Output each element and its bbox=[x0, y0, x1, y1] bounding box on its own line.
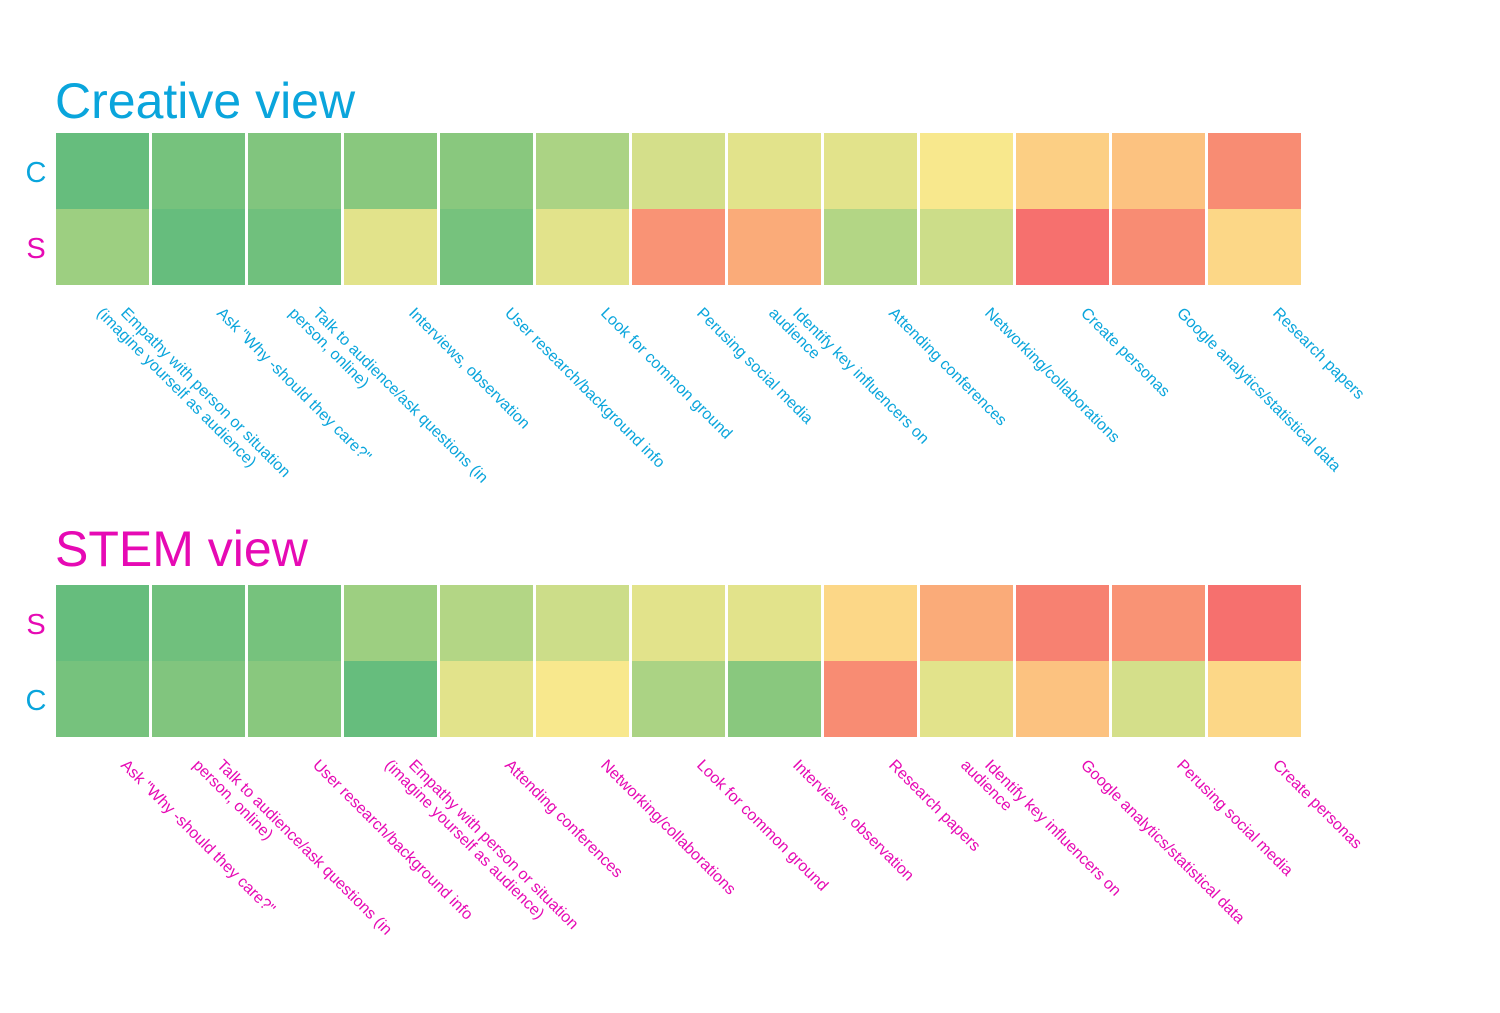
heatmap-cell bbox=[440, 661, 533, 737]
category-label: User research/background info bbox=[501, 305, 668, 472]
heatmap-cell bbox=[344, 133, 437, 209]
heatmap-cell bbox=[728, 661, 821, 737]
heatmap-cell bbox=[632, 585, 725, 661]
heatmap-cell bbox=[248, 209, 341, 285]
heatmap-cell bbox=[728, 585, 821, 661]
heatmap-cell bbox=[824, 209, 917, 285]
row-label: C bbox=[26, 157, 47, 189]
heatmap-cell bbox=[56, 133, 149, 209]
chart-title: Creative view bbox=[55, 73, 356, 129]
category-label-line: Empathy with person or situation bbox=[405, 757, 581, 933]
heatmap-cell bbox=[1208, 585, 1301, 661]
category-label-line: Talk to audience/ask questions (in bbox=[309, 305, 491, 487]
category-label-line: Google analytics/statistical data bbox=[1173, 305, 1344, 476]
heatmap-cell bbox=[1016, 585, 1109, 661]
heatmap-cell bbox=[56, 661, 149, 737]
heatmap-cell bbox=[1208, 133, 1301, 209]
heatmap-cell bbox=[536, 209, 629, 285]
heatmap-cell bbox=[536, 133, 629, 209]
heatmap-cell bbox=[1112, 585, 1205, 661]
heatmap-cell bbox=[248, 585, 341, 661]
heatmap-cell bbox=[152, 661, 245, 737]
heatmap-cell bbox=[920, 661, 1013, 737]
heatmap-cell bbox=[248, 133, 341, 209]
heatmap-cell bbox=[152, 585, 245, 661]
heatmap-cell bbox=[440, 209, 533, 285]
category-label: Google analytics/statistical data bbox=[1173, 305, 1344, 476]
heatmap-2: STEM view S C Ask "Why -should they care?"T… bbox=[26, 521, 1365, 945]
category-label-line: Create personas bbox=[1269, 757, 1365, 853]
heatmap-cell bbox=[1016, 209, 1109, 285]
heatmap-cell bbox=[1208, 661, 1301, 737]
heatmap-cell bbox=[632, 209, 725, 285]
heatmap-cell bbox=[824, 133, 917, 209]
row-label: C bbox=[26, 685, 47, 717]
heatmap-cell bbox=[440, 585, 533, 661]
heatmap-cell bbox=[536, 585, 629, 661]
heatmap-cell bbox=[920, 133, 1013, 209]
heatmap-cell bbox=[632, 133, 725, 209]
category-label-line: Ask "Why -should they care?" bbox=[117, 757, 278, 918]
category-label: Ask "Why -should they care?" bbox=[117, 757, 278, 918]
category-label-line: Talk to audience/ask questions (in bbox=[213, 757, 395, 939]
category-label-line: Research papers bbox=[1269, 305, 1367, 403]
category-label: Create personas bbox=[1077, 305, 1173, 401]
heatmap-cell bbox=[152, 209, 245, 285]
heatmap-cell bbox=[56, 585, 149, 661]
heatmap-cell bbox=[1112, 209, 1205, 285]
row-label: S bbox=[26, 609, 45, 641]
category-label-line: User research/background info bbox=[501, 305, 668, 472]
heatmap-cell bbox=[440, 133, 533, 209]
category-label-line: User research/background info bbox=[309, 757, 476, 924]
row-label: S bbox=[26, 233, 45, 265]
category-label: Research papers bbox=[1269, 305, 1367, 403]
heatmap-cell bbox=[728, 133, 821, 209]
heatmap-cell bbox=[824, 661, 917, 737]
heatmap-cell bbox=[344, 209, 437, 285]
chart-title: STEM view bbox=[55, 521, 309, 577]
heatmap-cell bbox=[920, 209, 1013, 285]
category-label: Empathy with person or situation(imagine… bbox=[381, 745, 581, 945]
heatmap-cell bbox=[1112, 661, 1205, 737]
heatmap-cell bbox=[728, 209, 821, 285]
heatmap-cell bbox=[920, 585, 1013, 661]
heatmap-cell bbox=[56, 209, 149, 285]
heatmap-cell bbox=[248, 661, 341, 737]
category-label-line: Google analytics/statistical data bbox=[1077, 757, 1248, 928]
heatmap-cell bbox=[632, 661, 725, 737]
heatmap-cell bbox=[536, 661, 629, 737]
heatmap-cell bbox=[344, 585, 437, 661]
heatmap-cell bbox=[152, 133, 245, 209]
heatmap-cell bbox=[1016, 661, 1109, 737]
heatmap-cell bbox=[1112, 133, 1205, 209]
heatmap-cell bbox=[1016, 133, 1109, 209]
category-label: User research/background info bbox=[309, 757, 476, 924]
category-label-line: Create personas bbox=[1077, 305, 1173, 401]
heatmap-cell bbox=[344, 661, 437, 737]
category-label-line: Empathy with person or situation bbox=[117, 305, 293, 481]
heatmap-cell bbox=[824, 585, 917, 661]
category-label: Create personas bbox=[1269, 757, 1365, 853]
category-label: Empathy with person or situation(imagine… bbox=[93, 293, 293, 493]
heatmap-cell bbox=[1208, 209, 1301, 285]
category-label: Google analytics/statistical data bbox=[1077, 757, 1248, 928]
